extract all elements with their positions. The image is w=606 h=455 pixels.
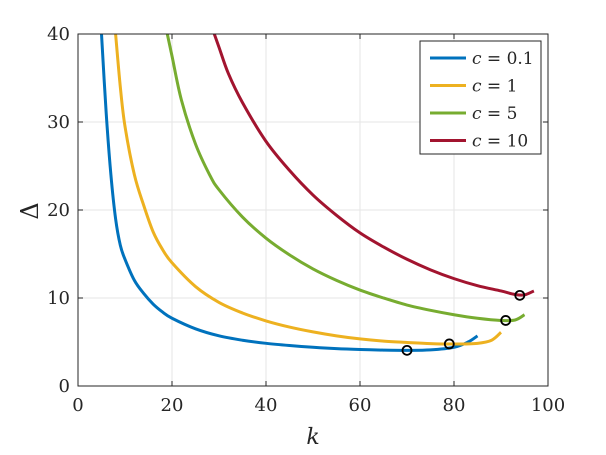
legend-label-2: c = 5 — [472, 104, 517, 124]
min-marker-0 — [401, 344, 413, 356]
x-tick-label: 0 — [72, 395, 83, 416]
ticks — [77, 33, 549, 387]
legend-label-0: c = 0.1 — [472, 49, 534, 69]
y-axis-label: Δ — [16, 202, 44, 219]
series-lines — [100, 33, 535, 352]
legend-label-1: c = 1 — [472, 77, 517, 97]
y-tick-label: 40 — [47, 24, 70, 45]
y-tick-label: 20 — [47, 200, 70, 221]
x-tick-label: 20 — [161, 395, 184, 416]
legend-box — [419, 40, 542, 155]
legend-label-3: c = 10 — [472, 132, 528, 152]
series-line-3 — [212, 33, 535, 297]
min-marker-3 — [514, 289, 526, 301]
min-markers — [401, 289, 526, 356]
series-line-1 — [114, 33, 503, 346]
min-marker-1 — [443, 338, 455, 350]
legend: c = 0.1 c = 1 c = 5 c = 10 — [419, 40, 542, 155]
x-tick-label: 80 — [443, 395, 466, 416]
x-tick-label: 60 — [349, 395, 372, 416]
x-tick-label: 100 — [531, 395, 565, 416]
series-line-2 — [165, 33, 526, 323]
x-tick-label: 40 — [255, 395, 278, 416]
y-tick-label: 0 — [59, 376, 70, 397]
min-marker-2 — [500, 315, 512, 326]
x-axis-label: k — [306, 425, 319, 450]
series-line-0 — [100, 33, 479, 352]
y-tick-label: 30 — [47, 112, 70, 133]
tick-labels: 0 20 40 60 80 100 0 10 20 30 40 — [47, 24, 565, 416]
y-tick-label: 10 — [47, 288, 70, 309]
